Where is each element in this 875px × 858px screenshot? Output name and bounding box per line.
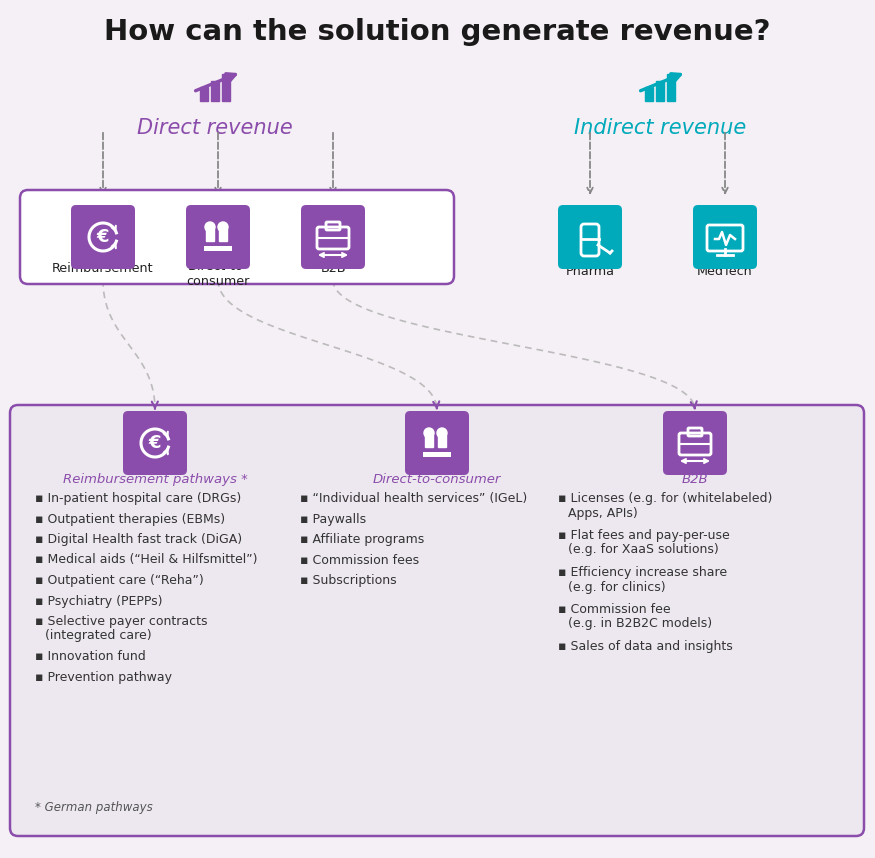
Text: ▪ Licenses (e.g. for (whitelabeled): ▪ Licenses (e.g. for (whitelabeled) [558, 492, 773, 505]
Text: ▪ Medical aids (“Heil & Hilfsmittel”): ▪ Medical aids (“Heil & Hilfsmittel”) [35, 553, 257, 566]
FancyBboxPatch shape [405, 411, 469, 475]
Text: ▪ Affiliate programs: ▪ Affiliate programs [300, 533, 424, 546]
Bar [645, 88, 653, 100]
Text: How can the solution generate revenue?: How can the solution generate revenue? [104, 18, 770, 46]
FancyBboxPatch shape [301, 205, 365, 269]
Bar [438, 435, 446, 447]
Text: ▪ Subscriptions: ▪ Subscriptions [300, 574, 396, 587]
Circle shape [437, 428, 447, 438]
Circle shape [424, 428, 434, 438]
Text: * German pathways: * German pathways [35, 801, 153, 814]
Circle shape [205, 222, 215, 232]
Text: B2B: B2B [320, 262, 346, 275]
Text: ▪ Psychiatry (PEPPs): ▪ Psychiatry (PEPPs) [35, 595, 163, 607]
Bar [423, 452, 451, 457]
Circle shape [218, 222, 228, 232]
Bar [200, 88, 208, 100]
Text: ▪ Commission fee: ▪ Commission fee [558, 603, 670, 616]
Text: B2B: B2B [682, 473, 709, 486]
Bar [219, 229, 227, 241]
Text: ▪ Prevention pathway: ▪ Prevention pathway [35, 670, 172, 684]
FancyBboxPatch shape [693, 205, 757, 269]
Text: ▪ Sales of data and insights: ▪ Sales of data and insights [558, 640, 732, 653]
Text: Reimbursement pathways *: Reimbursement pathways * [63, 473, 248, 486]
Text: Reimbursement: Reimbursement [52, 262, 154, 275]
Text: ▪ Selective payer contracts: ▪ Selective payer contracts [35, 615, 207, 628]
Text: (integrated care): (integrated care) [45, 630, 151, 643]
FancyBboxPatch shape [123, 411, 187, 475]
Bar [206, 229, 214, 241]
Text: ▪ Efficiency increase share: ▪ Efficiency increase share [558, 566, 727, 579]
Text: Pharma: Pharma [565, 265, 614, 278]
Text: Direct revenue: Direct revenue [137, 118, 293, 138]
Text: Direct-to-
consumer: Direct-to- consumer [186, 260, 249, 288]
FancyBboxPatch shape [186, 205, 250, 269]
Text: Direct-to-consumer: Direct-to-consumer [373, 473, 501, 486]
FancyBboxPatch shape [71, 205, 135, 269]
FancyBboxPatch shape [663, 411, 727, 475]
Text: ▪ Digital Health fast track (DiGA): ▪ Digital Health fast track (DiGA) [35, 533, 242, 546]
Text: (e.g. for clinics): (e.g. for clinics) [568, 581, 666, 594]
Bar [222, 74, 230, 100]
Text: MedTech: MedTech [697, 265, 752, 278]
Text: ▪ Flat fees and pay-per-use: ▪ Flat fees and pay-per-use [558, 529, 730, 542]
Text: ▪ Innovation fund: ▪ Innovation fund [35, 650, 146, 663]
Text: (e.g. for XaaS solutions): (e.g. for XaaS solutions) [568, 543, 718, 557]
Text: ▪ Commission fees: ▪ Commission fees [300, 553, 419, 566]
Text: Indirect revenue: Indirect revenue [574, 118, 746, 138]
Bar [656, 81, 664, 100]
FancyBboxPatch shape [10, 405, 864, 836]
FancyBboxPatch shape [558, 205, 622, 269]
Text: ▪ In-patient hospital care (DRGs): ▪ In-patient hospital care (DRGs) [35, 492, 242, 505]
Text: ▪ Paywalls: ▪ Paywalls [300, 512, 366, 525]
Text: ▪ “Individual health services” (IGeL): ▪ “Individual health services” (IGeL) [300, 492, 528, 505]
Bar [211, 81, 219, 100]
Text: Apps, APIs): Apps, APIs) [568, 506, 638, 519]
Text: (e.g. in B2B2C models): (e.g. in B2B2C models) [568, 618, 712, 631]
Bar [667, 74, 675, 100]
FancyBboxPatch shape [20, 190, 454, 284]
Text: €: € [149, 434, 161, 452]
Text: ▪ Outpatient therapies (EBMs): ▪ Outpatient therapies (EBMs) [35, 512, 225, 525]
Text: €: € [97, 228, 109, 246]
Bar [425, 435, 433, 447]
Text: ▪ Outpatient care (“Reha”): ▪ Outpatient care (“Reha”) [35, 574, 204, 587]
Bar [204, 246, 232, 251]
